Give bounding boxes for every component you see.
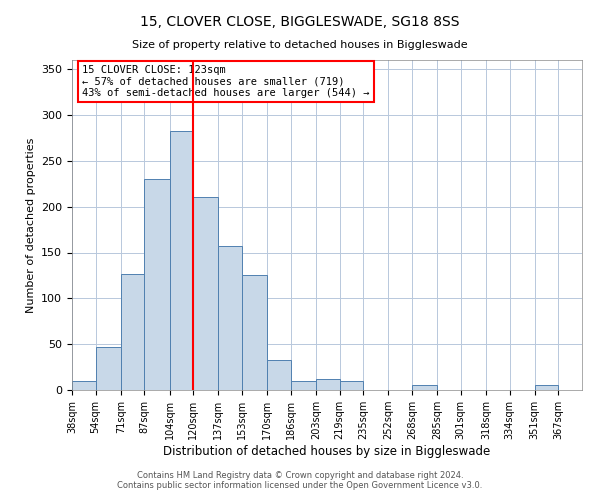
Bar (316, 379, 340, 390)
Bar (121, 274, 145, 390)
Text: Size of property relative to detached houses in Biggleswade: Size of property relative to detached ho… (132, 40, 468, 50)
Y-axis label: Number of detached properties: Number of detached properties (26, 138, 35, 312)
X-axis label: Distribution of detached houses by size in Biggleswade: Distribution of detached houses by size … (163, 445, 491, 458)
Bar (291, 381, 316, 390)
Bar (412, 384, 437, 390)
Text: 15, CLOVER CLOSE, BIGGLESWADE, SG18 8SS: 15, CLOVER CLOSE, BIGGLESWADE, SG18 8SS (140, 15, 460, 29)
Bar (72, 381, 95, 390)
Bar (145, 179, 170, 390)
Bar (535, 384, 559, 390)
Text: 15 CLOVER CLOSE: 123sqm
← 57% of detached houses are smaller (719)
43% of semi-d: 15 CLOVER CLOSE: 123sqm ← 57% of detache… (82, 65, 370, 98)
Bar (340, 381, 363, 390)
Bar (242, 274, 267, 390)
Bar (193, 198, 218, 390)
Text: Contains HM Land Registry data © Crown copyright and database right 2024.
Contai: Contains HM Land Registry data © Crown c… (118, 470, 482, 490)
Bar (267, 360, 291, 390)
Bar (218, 246, 242, 390)
Bar (170, 130, 193, 390)
Bar (95, 347, 121, 390)
